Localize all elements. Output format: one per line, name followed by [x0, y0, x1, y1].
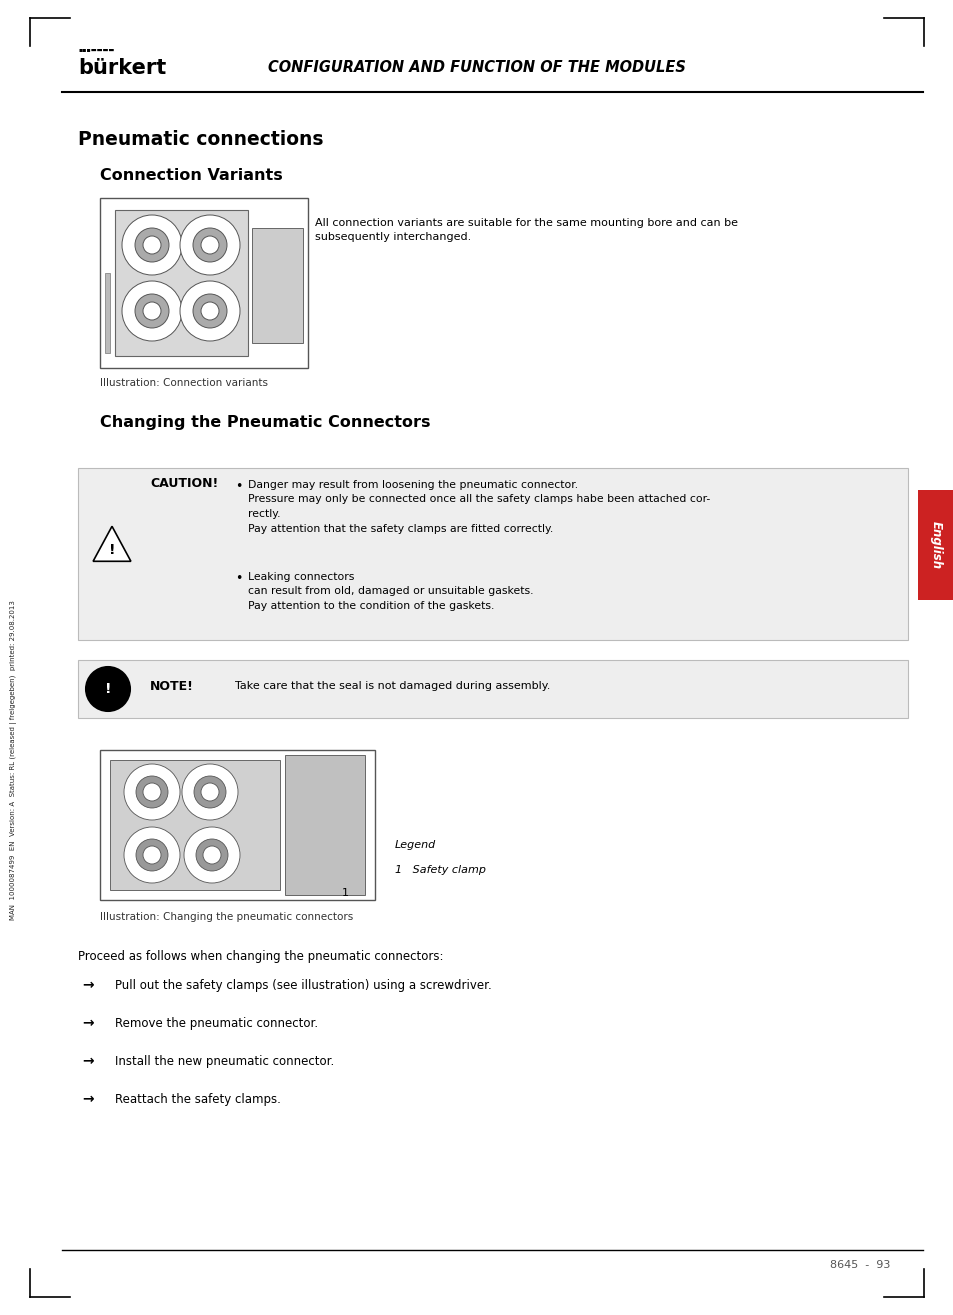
- Ellipse shape: [143, 846, 161, 864]
- Text: →: →: [82, 1016, 93, 1030]
- Ellipse shape: [201, 235, 219, 254]
- Text: →: →: [82, 1055, 93, 1068]
- Text: Install the new pneumatic connector.: Install the new pneumatic connector.: [115, 1055, 334, 1068]
- Text: Proceed as follows when changing the pneumatic connectors:: Proceed as follows when changing the pne…: [78, 949, 443, 963]
- Text: !: !: [109, 543, 115, 558]
- Ellipse shape: [180, 281, 240, 341]
- Ellipse shape: [201, 302, 219, 320]
- Circle shape: [86, 667, 130, 711]
- Text: bürkert: bürkert: [78, 58, 166, 78]
- Text: •: •: [234, 480, 242, 493]
- Text: English: English: [928, 521, 942, 569]
- Polygon shape: [93, 526, 131, 562]
- Text: !: !: [105, 682, 112, 696]
- Text: 1: 1: [341, 888, 349, 898]
- FancyBboxPatch shape: [105, 274, 110, 352]
- Ellipse shape: [203, 846, 221, 864]
- Ellipse shape: [193, 776, 226, 807]
- Ellipse shape: [124, 764, 180, 821]
- Text: Take care that the seal is not damaged during assembly.: Take care that the seal is not damaged d…: [234, 681, 550, 690]
- Text: →: →: [82, 1091, 93, 1106]
- Text: can result from old, damaged or unsuitable gaskets.: can result from old, damaged or unsuitab…: [248, 586, 533, 597]
- Ellipse shape: [195, 839, 228, 871]
- Text: Pneumatic connections: Pneumatic connections: [78, 130, 323, 149]
- Text: rectly.: rectly.: [248, 509, 280, 519]
- Text: Danger may result from loosening the pneumatic connector.: Danger may result from loosening the pne…: [248, 480, 578, 490]
- Text: All connection variants are suitable for the same mounting bore and can be
subse: All connection variants are suitable for…: [314, 218, 738, 242]
- Ellipse shape: [135, 227, 169, 262]
- Text: NOTE!: NOTE!: [150, 680, 193, 693]
- Text: CAUTION!: CAUTION!: [150, 477, 218, 490]
- Text: Pay attention to the condition of the gaskets.: Pay attention to the condition of the ga…: [248, 601, 494, 611]
- Text: •: •: [234, 572, 242, 585]
- Text: Legend: Legend: [395, 840, 436, 849]
- Text: Remove the pneumatic connector.: Remove the pneumatic connector.: [115, 1016, 317, 1030]
- Text: CONFIGURATION AND FUNCTION OF THE MODULES: CONFIGURATION AND FUNCTION OF THE MODULE…: [268, 60, 685, 75]
- Ellipse shape: [122, 281, 182, 341]
- Text: Pull out the safety clamps (see illustration) using a screwdriver.: Pull out the safety clamps (see illustra…: [115, 978, 491, 992]
- Text: Pay attention that the safety clamps are fitted correctly.: Pay attention that the safety clamps are…: [248, 523, 553, 534]
- Ellipse shape: [184, 827, 240, 882]
- Ellipse shape: [193, 227, 227, 262]
- Text: Illustration: Changing the pneumatic connectors: Illustration: Changing the pneumatic con…: [100, 913, 353, 922]
- Text: Illustration: Connection variants: Illustration: Connection variants: [100, 377, 268, 388]
- Ellipse shape: [143, 235, 161, 254]
- Text: MAN  1000087499  EN  Version: A  Status: RL (released | freigegeben)  printed: 2: MAN 1000087499 EN Version: A Status: RL …: [10, 600, 17, 920]
- Text: Connection Variants: Connection Variants: [100, 168, 282, 183]
- FancyBboxPatch shape: [100, 750, 375, 899]
- FancyBboxPatch shape: [100, 199, 308, 368]
- FancyBboxPatch shape: [78, 660, 907, 718]
- Text: Reattach the safety clamps.: Reattach the safety clamps.: [115, 1093, 280, 1106]
- Text: Leaking connectors: Leaking connectors: [248, 572, 354, 583]
- Ellipse shape: [193, 295, 227, 327]
- Text: 8645  -  93: 8645 - 93: [829, 1260, 889, 1270]
- Text: →: →: [82, 978, 93, 992]
- FancyBboxPatch shape: [252, 227, 303, 343]
- FancyBboxPatch shape: [917, 490, 953, 600]
- Ellipse shape: [201, 782, 219, 801]
- FancyBboxPatch shape: [115, 210, 248, 356]
- Ellipse shape: [143, 302, 161, 320]
- Ellipse shape: [124, 827, 180, 882]
- Text: ▪▪▪▬▬▬▬: ▪▪▪▬▬▬▬: [78, 47, 114, 53]
- Ellipse shape: [122, 214, 182, 275]
- Ellipse shape: [136, 776, 168, 807]
- Ellipse shape: [135, 295, 169, 327]
- Ellipse shape: [136, 839, 168, 871]
- FancyBboxPatch shape: [78, 468, 907, 640]
- Text: Changing the Pneumatic Connectors: Changing the Pneumatic Connectors: [100, 416, 430, 430]
- Ellipse shape: [143, 782, 161, 801]
- Text: 1   Safety clamp: 1 Safety clamp: [395, 865, 485, 874]
- Text: Pressure may only be connected once all the safety clamps habe been attached cor: Pressure may only be connected once all …: [248, 494, 709, 505]
- FancyBboxPatch shape: [285, 755, 365, 896]
- FancyBboxPatch shape: [110, 760, 280, 890]
- Ellipse shape: [180, 214, 240, 275]
- Ellipse shape: [182, 764, 237, 821]
